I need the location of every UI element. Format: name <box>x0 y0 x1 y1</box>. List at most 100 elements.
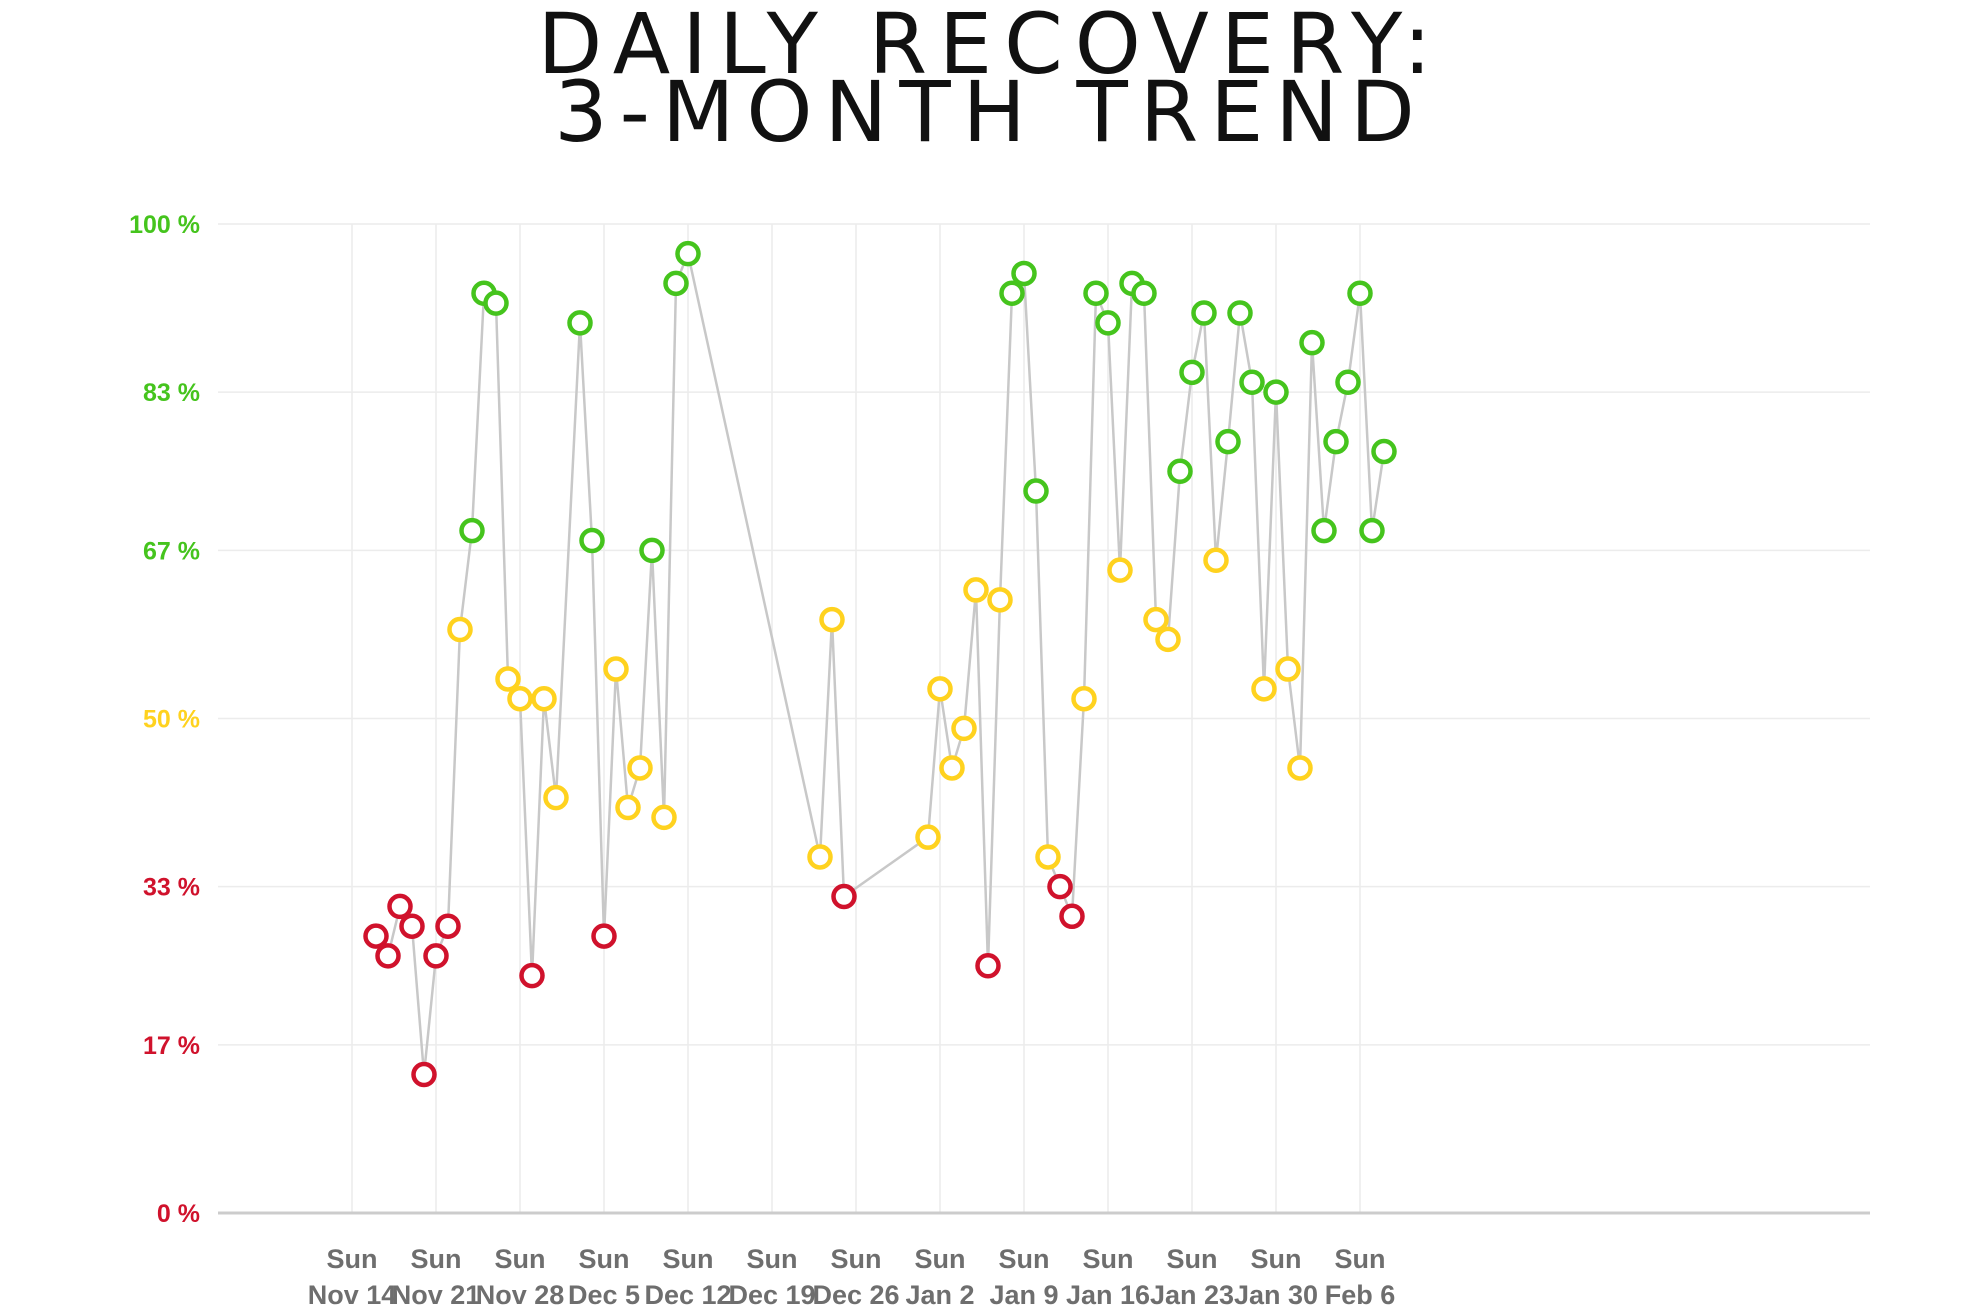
data-point <box>915 824 941 850</box>
data-point <box>363 923 389 949</box>
x-tick-label-date: Dec 19 <box>728 1280 815 1310</box>
data-point <box>495 666 521 692</box>
x-tick-label-weekday: Sun <box>747 1244 798 1274</box>
y-tick-label: 50 % <box>143 706 200 734</box>
data-point <box>387 893 413 920</box>
y-tick-label: 0 % <box>157 1200 200 1228</box>
x-tick-label-weekday: Sun <box>495 1244 546 1274</box>
data-point <box>1311 517 1337 544</box>
series-line <box>374 252 1386 1076</box>
data-point <box>1251 676 1277 702</box>
y-tick-label: 83 % <box>143 379 200 407</box>
data-point <box>627 755 653 781</box>
data-point <box>1371 438 1397 465</box>
x-tick-label-weekday: Sun <box>831 1244 882 1274</box>
data-point <box>399 913 425 939</box>
data-point <box>1083 280 1109 306</box>
data-point <box>1155 626 1181 653</box>
data-point <box>519 962 545 989</box>
data-point <box>579 527 605 554</box>
x-tick-label-weekday: Sun <box>1167 1244 1218 1274</box>
data-point <box>1359 517 1385 544</box>
data-point <box>819 606 845 633</box>
data-point <box>1203 547 1229 574</box>
x-tick-label-date: Dec 12 <box>644 1280 731 1310</box>
y-tick-label: 67 % <box>143 537 200 565</box>
data-point <box>531 685 557 712</box>
data-point <box>1047 873 1073 900</box>
data-point <box>507 685 533 712</box>
x-tick-label-date: Nov 14 <box>308 1280 397 1310</box>
x-tick-label-date: Jan 16 <box>1066 1280 1150 1310</box>
data-point <box>807 844 833 870</box>
x-tick-label-date: Nov 28 <box>476 1280 565 1310</box>
data-point <box>1167 458 1193 484</box>
data-point <box>603 656 629 682</box>
data-point <box>423 943 449 969</box>
x-tick-label-weekday: Sun <box>1335 1244 1386 1274</box>
data-point <box>1131 280 1157 306</box>
data-point <box>951 715 977 742</box>
data-point <box>999 280 1025 306</box>
data-point <box>1095 310 1121 336</box>
data-point <box>411 1061 437 1088</box>
x-tick-label-date: Feb 6 <box>1325 1280 1396 1310</box>
x-tick-label-date: Jan 23 <box>1150 1280 1234 1310</box>
data-point <box>447 616 473 643</box>
recovery-series <box>363 240 1397 1088</box>
x-tick-label-weekday: Sun <box>915 1244 966 1274</box>
data-point <box>1011 260 1037 287</box>
x-tick-label-date: Dec 26 <box>812 1280 899 1310</box>
data-point <box>1263 379 1289 405</box>
chart-title-line-1: DAILY RECOVERY: <box>537 0 1444 93</box>
data-point <box>567 310 593 336</box>
data-point <box>1227 300 1253 326</box>
data-point <box>1239 369 1265 395</box>
data-point <box>1323 428 1349 455</box>
x-tick-label-weekday: Sun <box>327 1244 378 1274</box>
x-tick-label-date: Jan 30 <box>1234 1280 1318 1310</box>
data-point <box>1215 428 1241 455</box>
x-tick-label-weekday: Sun <box>663 1244 714 1274</box>
data-point <box>435 913 461 939</box>
data-point <box>1107 557 1133 583</box>
data-point <box>651 804 677 831</box>
data-point <box>591 923 617 949</box>
data-point <box>543 784 569 811</box>
data-point <box>459 517 485 544</box>
data-point <box>483 290 509 316</box>
data-point <box>927 676 953 702</box>
x-tick-label-weekday: Sun <box>1251 1244 1302 1274</box>
x-axis: Sun Nov 14 Sun Nov 21 Sun Nov 28 Sun Dec 5 Sun De… <box>218 1211 1870 1310</box>
data-point <box>1059 903 1085 930</box>
data-point <box>987 587 1013 613</box>
data-point <box>1347 280 1373 306</box>
data-point <box>963 577 989 603</box>
data-point <box>663 270 689 297</box>
data-point <box>975 953 1001 979</box>
data-point <box>831 883 857 910</box>
data-point <box>1287 755 1313 781</box>
x-tick-label-date: Jan 2 <box>905 1280 974 1310</box>
x-tick-label-weekday: Sun <box>1083 1244 1134 1274</box>
data-point <box>1275 656 1301 682</box>
data-point <box>1035 844 1061 870</box>
x-tick-label-date: Jan 9 <box>989 1280 1058 1310</box>
x-tick-label-date: Nov 21 <box>392 1280 481 1310</box>
data-point <box>1335 369 1361 395</box>
x-tick-label-date: Dec 5 <box>568 1280 640 1310</box>
data-point <box>1143 606 1169 633</box>
x-tick-label-weekday: Sun <box>579 1244 630 1274</box>
data-point <box>939 755 965 781</box>
x-tick-label-weekday: Sun <box>999 1244 1050 1274</box>
data-point <box>639 537 665 564</box>
data-point <box>375 943 401 969</box>
data-point <box>1299 329 1325 356</box>
data-point <box>675 240 701 267</box>
chart-title-line-2: 3-MONTH TREND <box>554 63 1427 161</box>
y-tick-label: 33 % <box>143 874 200 902</box>
grid-lines <box>218 223 1870 1213</box>
data-point <box>615 794 641 821</box>
y-tick-label: 17 % <box>143 1032 200 1060</box>
